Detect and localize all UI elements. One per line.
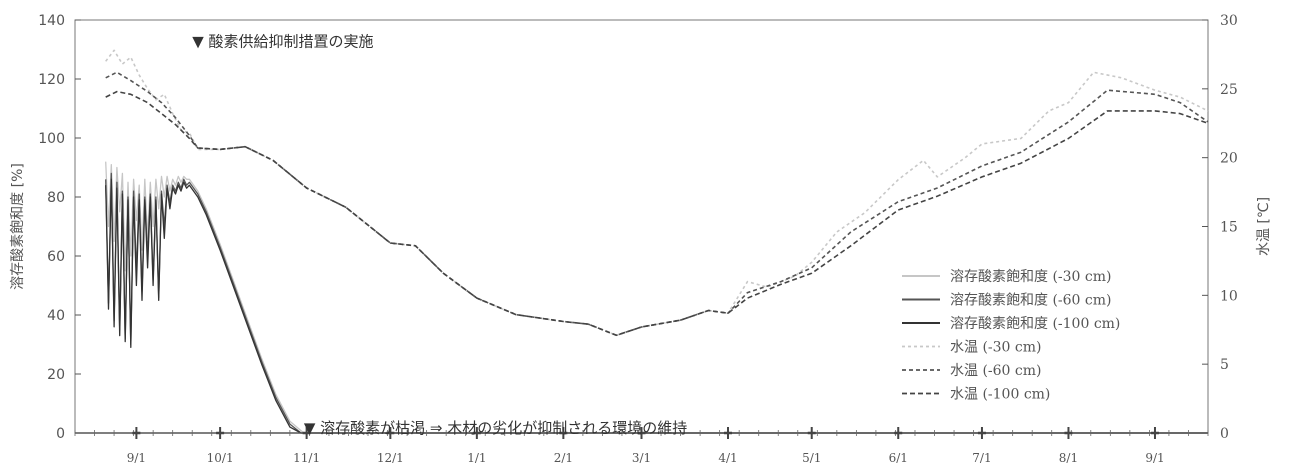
x-tick-label: 10/1 (207, 451, 234, 465)
annotation-2: ▼ 溶存酸素が枯渇 ⇒ 木材の劣化が抑制される環境の維持 (304, 419, 687, 437)
x-tick-label: 2/1 (554, 451, 573, 465)
series-line-1 (105, 161, 1208, 434)
legend-label-4: 水温 (-30 cm) (950, 340, 1042, 356)
x-tick-label: 9/1 (127, 451, 146, 465)
x-tick-label: 5/1 (802, 451, 821, 465)
x-tick-label: 7/1 (972, 451, 991, 465)
y-tick-label-right: 0 (1220, 426, 1229, 442)
y-tick-label-right: 30 (1220, 13, 1238, 29)
x-tick-label: 4/1 (718, 451, 737, 465)
legend-label-2: 溶存酸素飽和度 (-60 cm) (950, 292, 1112, 309)
y-tick-label-left: 0 (56, 426, 65, 442)
y-tick-label-right: 10 (1220, 288, 1238, 304)
x-tick-label: 1/1 (467, 451, 486, 465)
x-tick-label: 3/1 (632, 451, 651, 465)
x-tick-label: 12/1 (377, 451, 404, 465)
legend: 溶存酸素飽和度 (-30 cm) 溶存酸素飽和度 (-60 cm) 溶存酸素飽和度 … (902, 268, 1120, 403)
y-tick-label-left: 60 (47, 249, 65, 265)
x-tick-label: 11/1 (293, 451, 320, 465)
y-tick-label-left: 20 (47, 367, 65, 383)
legend-label-6: 水温 (-100 cm) (950, 387, 1050, 403)
x-tick-label: 9/1 (1145, 451, 1164, 465)
legend-label-3: 溶存酸素飽和度 (-100 cm) (950, 315, 1120, 332)
y-axis-label-left: 溶存酸素飽和度 [%] (9, 163, 26, 290)
y-tick-label-left: 100 (38, 131, 65, 147)
series-layer (105, 49, 1209, 434)
y-tick-label-left: 140 (38, 13, 65, 29)
y-tick-label-left: 120 (38, 72, 65, 88)
series-line-6 (105, 90, 1209, 337)
axes-layer: 0 20 40 60 80 100 120 140 0 5 10 15 20 25 30 9/1 10/1 11/… (38, 13, 1238, 465)
y-tick-label-right: 20 (1220, 151, 1238, 167)
y-axis-label-right: 水温 [℃] (1256, 197, 1272, 256)
y-tick-label-right: 15 (1220, 220, 1238, 236)
annotation-1: ▼ 酸素供給抑制措置の実施 (192, 33, 373, 51)
annotation-layer: ▼ 酸素供給抑制措置の実施 ▼ 溶存酸素が枯渇 ⇒ 木材の劣化が抑制される環境の維… (192, 33, 687, 437)
series-line-3 (105, 178, 1208, 434)
legend-label-5: 水温 (-60 cm) (950, 363, 1042, 379)
x-tick-label: 6/1 (889, 451, 908, 465)
legend-label-1: 溶存酸素飽和度 (-30 cm) (950, 268, 1112, 285)
x-tick-label: 8/1 (1059, 451, 1078, 465)
y-tick-label-left: 40 (47, 308, 65, 324)
y-tick-label-right: 25 (1220, 82, 1238, 98)
y-tick-label-right: 5 (1220, 357, 1229, 373)
y-tick-label-left: 80 (47, 190, 65, 206)
